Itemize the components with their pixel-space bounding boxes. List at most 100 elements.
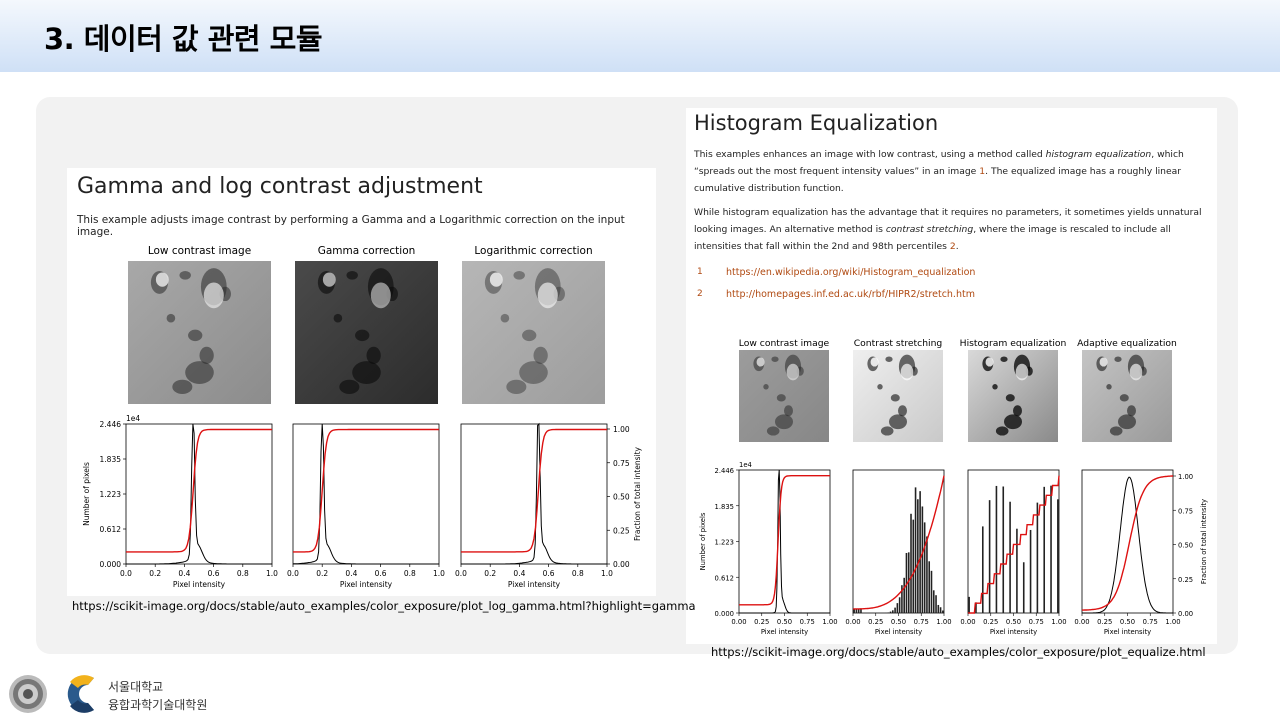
gamma-heading: Gamma and log contrast adjustment <box>77 174 483 199</box>
slide-title: 3. 데이터 값 관련 모듈 <box>44 16 322 58</box>
x-axis-label: Pixel intensity <box>340 580 393 589</box>
x-tick-label: 0.00 <box>845 618 860 626</box>
moon-image <box>853 350 943 442</box>
right-tick-label: 0.00 <box>1178 610 1193 618</box>
eq-p1-emphasis: histogram equalization <box>1046 149 1152 160</box>
y-axis-label: Number of pixels <box>699 512 707 570</box>
eq-histogram <box>968 470 1059 613</box>
right-tick-label: 0.50 <box>613 493 630 502</box>
x-tick-label: 0.4 <box>513 569 525 578</box>
moon-image <box>1082 350 1172 442</box>
y-scale-label: 1e4 <box>739 461 752 469</box>
x-tick-label: 0.4 <box>178 569 190 578</box>
y-tick-label: 1.223 <box>715 539 734 547</box>
eq-histogram <box>1082 470 1173 613</box>
x-tick-label: 0.8 <box>572 569 584 578</box>
x-tick-label: 0.0 <box>455 569 467 578</box>
right-axis-label: Fraction of total intensity <box>633 446 642 541</box>
gamma-image-title: Low contrast image <box>148 245 251 257</box>
equalization-figure: Low contrast image Contrast stretching His… <box>686 332 1217 644</box>
x-axis-label: Pixel intensity <box>761 628 808 636</box>
reference-link-1[interactable]: https://en.wikipedia.org/wiki/Histogram_… <box>726 267 975 278</box>
eq-paragraph-1: This examples enhances an image with low… <box>694 146 1212 197</box>
x-tick-label: 0.2 <box>149 569 161 578</box>
x-tick-label: 0.6 <box>543 569 555 578</box>
x-tick-label: 0.2 <box>484 569 496 578</box>
x-tick-label: 0.2 <box>316 569 328 578</box>
x-tick-label: 0.50 <box>1006 618 1021 626</box>
y-tick-label: 1.223 <box>100 490 122 499</box>
x-axis-label: Pixel intensity <box>1104 628 1151 636</box>
x-tick-label: 0.0 <box>287 569 299 578</box>
right-tick-label: 1.00 <box>613 425 630 434</box>
footer-logos: 서울대학교 융합과학기술대학원 <box>8 670 248 720</box>
y-tick-label: 2.446 <box>715 467 734 475</box>
x-tick-label: 0.8 <box>404 569 416 578</box>
snu-seal-icon <box>9 675 47 713</box>
x-tick-label: 0.4 <box>345 569 357 578</box>
gamma-histogram <box>293 424 439 564</box>
x-tick-label: 0.75 <box>1029 618 1044 626</box>
x-tick-label: 0.75 <box>1143 618 1158 626</box>
right-tick-label: 0.75 <box>1178 507 1193 515</box>
x-tick-label: 0.0 <box>120 569 132 578</box>
x-tick-label: 0.8 <box>237 569 249 578</box>
x-tick-label: 0.00 <box>731 618 746 626</box>
y-tick-label: 1.835 <box>100 455 122 464</box>
eq-image-title: Histogram equalization <box>960 338 1067 349</box>
x-tick-label: 0.25 <box>983 618 998 626</box>
moon-image <box>968 350 1058 442</box>
right-tick-label: 0.25 <box>1178 576 1193 584</box>
x-tick-label: 1.00 <box>1051 618 1066 626</box>
eq-paragraph-2: While histogram equalization has the adv… <box>694 204 1212 255</box>
moon-image <box>739 350 829 442</box>
moon-image <box>462 261 605 404</box>
y-tick-label: 0.612 <box>715 574 734 582</box>
gamma-description: This example adjusts image contrast by p… <box>77 214 656 238</box>
x-tick-label: 0.00 <box>1074 618 1089 626</box>
x-tick-label: 1.0 <box>266 569 278 578</box>
x-axis-label: Pixel intensity <box>875 628 922 636</box>
y-tick-label: 1.835 <box>715 503 734 511</box>
equalize-source-url[interactable]: https://scikit-image.org/docs/stable/aut… <box>711 645 1206 659</box>
right-tick-label: 1.00 <box>1178 473 1193 481</box>
x-tick-label: 0.6 <box>208 569 220 578</box>
y-scale-label: 1e4 <box>126 414 140 423</box>
university-emblems <box>8 670 118 718</box>
x-tick-label: 1.00 <box>1165 618 1180 626</box>
org-name-line-2: 융합과학기술대학원 <box>108 696 207 713</box>
reference-link-2[interactable]: http://homepages.inf.ed.ac.uk/rbf/HIPR2/… <box>726 289 975 300</box>
eq-histogram <box>739 470 830 613</box>
eq-heading: Histogram Equalization <box>694 111 938 135</box>
x-tick-label: 0.00 <box>960 618 975 626</box>
x-tick-label: 0.75 <box>800 618 815 626</box>
eq-image-title: Low contrast image <box>739 338 830 349</box>
y-tick-label: 0.000 <box>100 560 122 569</box>
y-axis-label: Number of pixels <box>82 462 91 526</box>
x-tick-label: 0.25 <box>868 618 883 626</box>
x-tick-label: 0.25 <box>754 618 769 626</box>
x-tick-label: 0.6 <box>375 569 387 578</box>
right-axis-label: Fraction of total intensity <box>1200 499 1208 584</box>
eq-histogram <box>853 470 944 613</box>
gamma-example-panel: Gamma and log contrast adjustment This e… <box>67 168 656 596</box>
reference-number-2: 2 <box>697 289 703 299</box>
x-tick-label: 0.50 <box>1120 618 1135 626</box>
equalization-example-panel: Histogram Equalization This examples enh… <box>686 108 1217 644</box>
y-tick-label: 0.000 <box>715 610 734 618</box>
eq-image-title: Contrast stretching <box>854 338 942 349</box>
eq-p2-emphasis: contrast stretching <box>886 224 973 235</box>
eq-p1-text-a: This examples enhances an image with low… <box>694 149 1046 160</box>
eq-image-title: Adaptive equalization <box>1077 338 1177 349</box>
gamma-image-title: Logarithmic correction <box>474 245 592 257</box>
gamma-histogram <box>461 424 607 564</box>
right-tick-label: 0.00 <box>613 560 630 569</box>
x-tick-label: 0.75 <box>914 618 929 626</box>
x-axis-label: Pixel intensity <box>173 580 226 589</box>
x-tick-label: 1.0 <box>601 569 613 578</box>
x-tick-label: 1.0 <box>433 569 445 578</box>
moon-image <box>128 261 271 404</box>
right-tick-label: 0.75 <box>613 459 630 468</box>
gamma-source-url[interactable]: https://scikit-image.org/docs/stable/aut… <box>72 599 696 613</box>
